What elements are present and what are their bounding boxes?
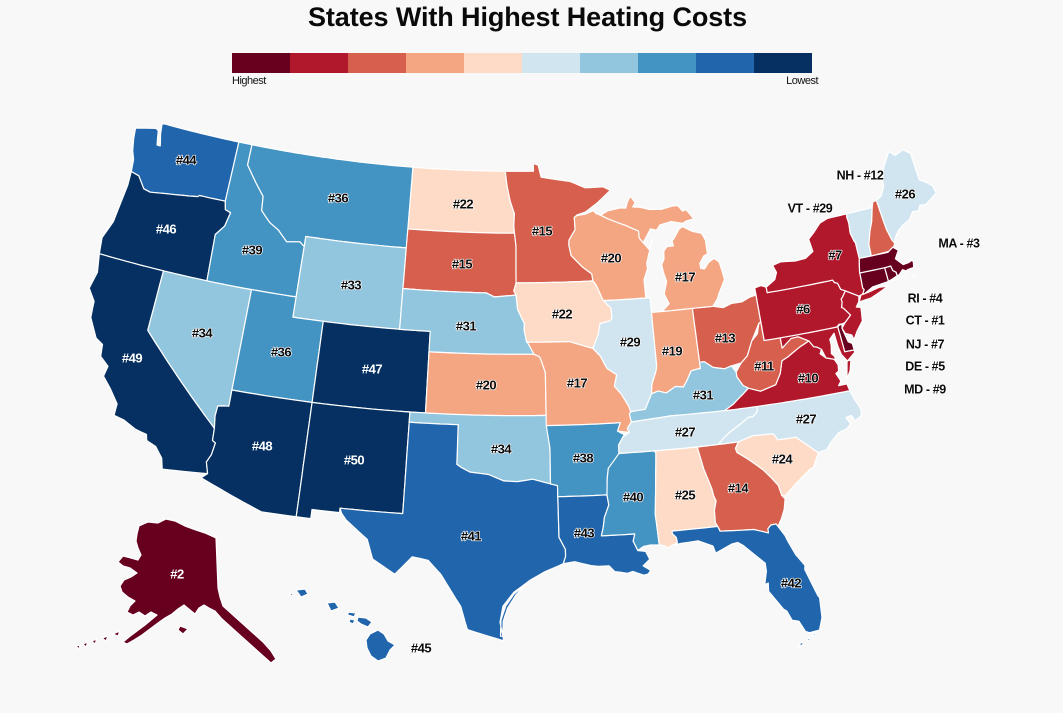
svg-text:#15: #15 (452, 257, 472, 272)
svg-text:#14: #14 (728, 481, 749, 496)
svg-text:#44: #44 (176, 153, 197, 168)
svg-text:Lowest: Lowest (786, 75, 818, 87)
svg-text:#13: #13 (715, 331, 735, 346)
svg-text:#34: #34 (491, 442, 512, 457)
svg-text:#20: #20 (476, 378, 496, 393)
svg-text:#50: #50 (344, 453, 364, 468)
svg-text:#42: #42 (781, 576, 801, 591)
svg-text:#46: #46 (156, 222, 176, 237)
svg-text:MD - #9: MD - #9 (904, 383, 946, 397)
svg-text:DE - #5: DE - #5 (905, 360, 945, 374)
svg-text:#40: #40 (623, 490, 643, 505)
svg-text:#15: #15 (532, 224, 552, 239)
svg-text:#38: #38 (573, 451, 593, 466)
svg-text:#22: #22 (453, 197, 473, 212)
svg-text:VT - #29: VT - #29 (788, 202, 833, 216)
svg-text:NJ - #7: NJ - #7 (906, 338, 945, 352)
svg-text:#17: #17 (675, 270, 695, 285)
svg-text:#17: #17 (567, 376, 587, 391)
svg-text:#7: #7 (828, 248, 842, 263)
svg-text:#43: #43 (574, 526, 594, 541)
svg-text:CT - #1: CT - #1 (906, 314, 945, 328)
svg-text:#11: #11 (754, 359, 774, 374)
svg-text:#27: #27 (675, 425, 695, 440)
svg-text:#19: #19 (662, 344, 682, 359)
svg-text:#31: #31 (693, 388, 713, 403)
svg-text:#29: #29 (620, 335, 640, 350)
svg-text:#36: #36 (328, 191, 348, 206)
svg-text:#26: #26 (895, 187, 915, 202)
svg-text:NH - #12: NH - #12 (837, 169, 884, 183)
svg-text:#49: #49 (122, 351, 142, 366)
svg-text:#39: #39 (242, 243, 262, 258)
svg-text:#25: #25 (675, 488, 695, 503)
svg-text:#24: #24 (772, 452, 793, 467)
svg-text:#47: #47 (362, 362, 382, 377)
svg-text:#20: #20 (601, 251, 621, 266)
svg-text:#45: #45 (411, 641, 431, 656)
svg-text:#22: #22 (552, 307, 572, 322)
svg-text:Highest: Highest (232, 75, 266, 87)
svg-text:#33: #33 (341, 278, 361, 293)
svg-text:#48: #48 (252, 439, 272, 454)
svg-text:#31: #31 (456, 319, 476, 334)
svg-text:#34: #34 (192, 326, 213, 341)
svg-text:#27: #27 (796, 412, 816, 427)
svg-text:#10: #10 (798, 371, 818, 386)
svg-text:#41: #41 (461, 529, 481, 544)
svg-text:MA - #3: MA - #3 (938, 237, 980, 251)
svg-text:#2: #2 (170, 567, 184, 582)
svg-text:#6: #6 (796, 302, 810, 317)
svg-text:#36: #36 (271, 345, 291, 360)
svg-text:RI - #4: RI - #4 (908, 292, 943, 306)
